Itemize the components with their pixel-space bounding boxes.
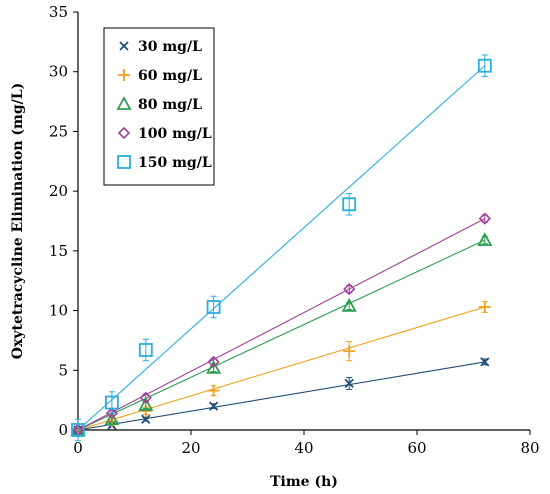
marker-shape (104, 411, 120, 426)
marker-stroke (141, 414, 151, 424)
x-tick-label: 20 (181, 439, 200, 457)
legend-label: 80 mg/L (138, 97, 202, 113)
legend-label: 150 mg/L (138, 155, 212, 171)
y-tick-label: 10 (49, 302, 68, 320)
data-point-3-2 (139, 391, 152, 404)
data-point-0-2 (141, 414, 151, 424)
legend-label: 100 mg/L (138, 126, 212, 142)
legend-box (103, 27, 215, 186)
marker-shape (477, 232, 493, 247)
marker-shape (207, 355, 220, 369)
x-tick-label: 80 (520, 439, 539, 457)
y-tick-label: 35 (49, 3, 68, 21)
data-point-1-3 (207, 384, 220, 397)
marker-x (119, 41, 129, 51)
marker-shape (342, 197, 357, 212)
marker-stroke (344, 378, 354, 389)
fit-line-3 (77, 218, 486, 431)
marker-shape (478, 212, 491, 225)
y-tick-label: 25 (49, 122, 68, 140)
data-point-4-0 (71, 423, 85, 437)
y-tick-label: 5 (58, 361, 68, 379)
x-tick-label: 60 (407, 439, 426, 457)
data-point-1-4 (343, 345, 356, 358)
data-point-4-2 (138, 343, 153, 357)
y-tick-label: 30 (49, 63, 68, 81)
marker-triangle (116, 96, 132, 110)
marker-diamond (117, 126, 131, 140)
marker-shape (105, 407, 119, 420)
data-point-3-5 (478, 212, 491, 225)
data-point-1-5 (478, 300, 491, 313)
data-point-2-2 (138, 397, 154, 411)
marker-shape (343, 282, 356, 296)
data-point-0-4 (344, 378, 354, 389)
data-points (70, 54, 493, 442)
marker-shape (341, 297, 357, 312)
data-point-0-3 (208, 401, 219, 411)
marker-plus (118, 69, 130, 81)
marker-stroke (119, 41, 129, 51)
marker-shape (206, 300, 221, 314)
marker-shape (71, 423, 85, 437)
axes: 0 20 40 60 80 0 5 10 15 20 25 30 35 (49, 3, 540, 457)
fit-line-0 (77, 361, 485, 431)
x-tick-label: 0 (73, 439, 83, 457)
x-tick-label: 40 (294, 439, 313, 457)
data-point-2-3 (206, 360, 222, 374)
x-axis-title: Time (h) (270, 474, 338, 490)
marker-stroke (208, 401, 219, 411)
data-point-2-1 (104, 411, 120, 426)
fit-line-1 (77, 306, 485, 431)
data-point-2-4 (341, 297, 357, 312)
legend: 30 mg/L 60 mg/L 80 mg/L 100 mg/L 150 mg/L (103, 27, 215, 186)
data-point-4-3 (206, 300, 221, 314)
data-point-3-3 (207, 355, 220, 369)
data-point-0-5 (480, 357, 490, 367)
marker-shape (138, 343, 153, 357)
y-tick-label: 20 (49, 182, 68, 200)
data-point-4-4 (342, 197, 357, 212)
y-axis-title: Oxytetracycline Elimination (mg/L) (10, 83, 26, 359)
marker-shape (139, 391, 152, 404)
data-point-4-5 (477, 58, 492, 73)
marker-shape (206, 360, 222, 374)
y-tick-label: 15 (49, 242, 68, 260)
marker-shape (138, 397, 154, 411)
legend-label: 30 mg/L (138, 39, 202, 55)
legend-label: 60 mg/L (138, 68, 202, 84)
data-point-3-1 (105, 407, 119, 420)
data-point-4-1 (105, 395, 119, 410)
data-point-3-4 (343, 282, 356, 296)
marker-stroke (480, 357, 490, 367)
marker-shape (117, 126, 131, 140)
marker-shape (117, 155, 131, 169)
marker-shape (477, 58, 492, 73)
marker-shape (105, 395, 119, 410)
marker-square (117, 155, 131, 169)
fit-line-4 (77, 65, 486, 431)
y-tick-label: 0 (58, 421, 68, 439)
marker-shape (116, 96, 132, 110)
data-point-2-5 (477, 232, 493, 247)
fit-line-2 (77, 239, 486, 431)
